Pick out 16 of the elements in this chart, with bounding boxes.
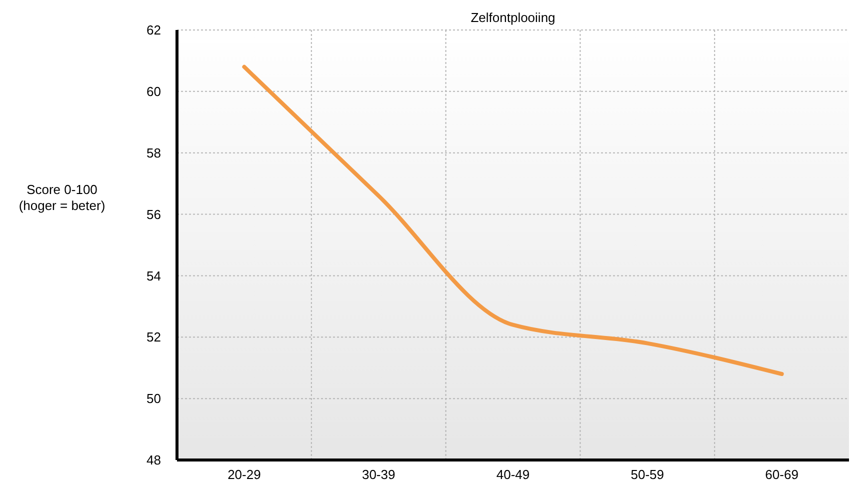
x-tick-label: 40-49 xyxy=(496,467,530,482)
y-tick-label: 50 xyxy=(146,391,161,406)
y-tick-label: 62 xyxy=(146,22,161,38)
y-axis-title: Score 0-100 (hoger = beter) xyxy=(18,182,106,213)
x-tick-label: 50-59 xyxy=(630,467,664,482)
y-tick-label: 56 xyxy=(146,206,161,222)
chart-title: Zelfontplooiing xyxy=(470,10,556,25)
x-tick-label: 20-29 xyxy=(228,467,261,482)
line-series xyxy=(242,64,784,376)
y-tick-label: 52 xyxy=(146,330,161,345)
y-tick-label: 54 xyxy=(146,268,161,284)
y-tick-label: 48 xyxy=(146,452,161,468)
y-tick-label: 60 xyxy=(146,84,161,99)
x-tick-label: 60-69 xyxy=(765,467,798,482)
x-tick-label: 30-39 xyxy=(362,467,396,482)
y-tick-label: 58 xyxy=(146,145,161,160)
